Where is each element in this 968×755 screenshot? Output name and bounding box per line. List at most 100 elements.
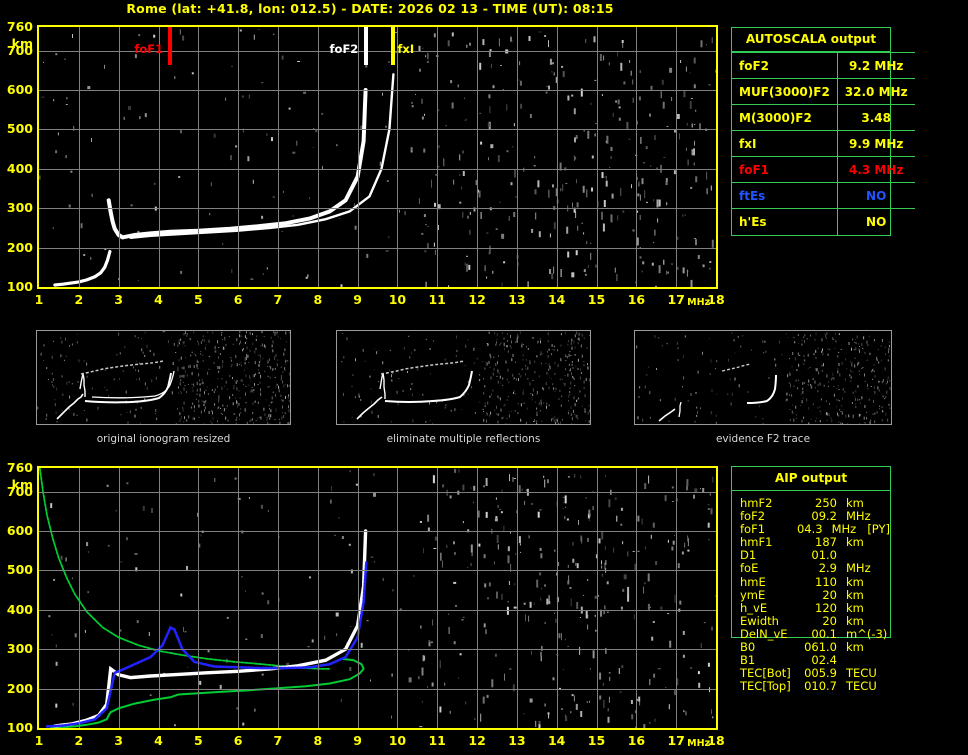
ionogram-plot-aip[interactable] (37, 466, 718, 730)
gridline-horizontal (39, 531, 716, 532)
y-tick-label: 760 (6, 19, 33, 34)
x-tick-label: 14 (547, 733, 566, 748)
aip-unit: TECU (846, 679, 877, 694)
aip-key: hmF1 (740, 535, 773, 550)
x-tick-label: 3 (114, 733, 123, 748)
aip-unit: km (846, 600, 864, 615)
aip-row: foE 2.9 MHz (740, 562, 890, 575)
trace-f2-extraordinary-trace (129, 73, 395, 239)
gridline-vertical (477, 468, 479, 728)
ionogram-plot-autoscala[interactable]: foF1 foF2 fxI (37, 25, 718, 289)
aip-row: hmE 110 km (740, 574, 890, 589)
gridline-horizontal (39, 491, 716, 493)
x-tick-label: 4 (154, 733, 163, 748)
autoscala-value: 9.9 MHz (837, 130, 915, 157)
page-title: Rome (lat: +41.8, lon: 012.5) - DATE: 20… (126, 1, 614, 16)
aip-value: 061.0 (804, 640, 837, 655)
aip-key: TEC[Bot] (740, 666, 791, 681)
aip-output-panel: AIP output hmF2 250 km foF2 09.2 MHz foF1 04.3 M… (731, 466, 891, 693)
marker-label-fof1: foF1 (134, 42, 164, 56)
aip-row: ymE 20 km (740, 587, 890, 602)
aip-unit: TECU (846, 666, 877, 681)
aip-key: hmE (740, 574, 766, 589)
y-tick-label: 100 (6, 720, 33, 735)
autoscala-value: 32.0 MHz (837, 78, 915, 105)
gridline-vertical (397, 27, 399, 287)
x-tick-label: 8 (313, 292, 323, 307)
gridline-vertical (397, 468, 399, 728)
aip-key: foF1 (740, 522, 766, 537)
marker-bar-fof1 (168, 27, 173, 65)
aip-value: 250 (815, 496, 837, 510)
aip-row: TEC[Bot] 005.9 TECU (740, 667, 890, 680)
aip-row: B0 061.0 km (740, 640, 890, 655)
aip-key: ymE (740, 587, 766, 602)
x-tick-label: 17 (667, 733, 685, 748)
gridline-vertical (437, 27, 439, 287)
aip-unit: km (846, 535, 864, 550)
table-row: fxI 9.9 MHz (732, 130, 915, 157)
trace-electron-density-profile-upper (39, 468, 331, 670)
x-tick-label: 2 (74, 733, 84, 748)
aip-key: foE (740, 561, 759, 576)
autoscala-key: M(3000)F2 (732, 104, 838, 131)
x-tick-label: 15 (587, 292, 606, 307)
aip-value: 09.2 (811, 509, 837, 524)
gridline-vertical (317, 27, 319, 287)
aip-unit: km (846, 587, 864, 602)
thumbnail-evidence-f2-trace[interactable] (634, 330, 892, 425)
x-tick-label: 3 (114, 292, 123, 307)
x-tick-label: 13 (508, 733, 526, 748)
x-tick-label: 15 (587, 733, 606, 748)
y-axis-unit-label: km (11, 36, 33, 51)
autoscala-key: h'Es (732, 208, 838, 235)
aip-row: foF1 04.3 MHz [PY] (740, 523, 890, 536)
table-row: foF1 4.3 MHz (732, 156, 915, 183)
thumbnail-original-ionogram[interactable] (36, 330, 291, 425)
aip-value: 010.7 (804, 679, 837, 694)
y-tick-label: 500 (6, 121, 33, 137)
x-tick-label: 1 (34, 733, 44, 748)
thumbnail-1-image (341, 331, 590, 424)
aip-rows: hmF2 250 km foF2 09.2 MHz foF1 04.3 MHz [PY] hmF1 1… (732, 491, 890, 693)
aip-unit: MHz (846, 509, 871, 524)
autoscala-key: MUF(3000)F2 (732, 78, 838, 105)
aip-row: h_vE 120 km (740, 600, 890, 615)
gridline-vertical (78, 468, 80, 728)
gridline-vertical (556, 27, 558, 287)
autoscala-key: ftEs (732, 182, 838, 209)
gridline-vertical (636, 468, 638, 728)
gridline-vertical (158, 27, 160, 287)
autoscala-value: NO (837, 182, 915, 209)
aip-unit: MHz (846, 561, 871, 576)
aip-unit: km (846, 613, 864, 628)
gridline-horizontal (39, 168, 716, 170)
autoscala-table: foF2 9.2 MHz MUF(3000)F2 32.0 MHz M(3000)F2 3… (732, 52, 915, 235)
aip-unit: km (846, 574, 864, 589)
marker-label-fof2: foF2 (329, 42, 359, 56)
x-tick-label: 18 (707, 292, 725, 307)
thumbnail-eliminate-multiple-reflections[interactable] (336, 330, 591, 425)
table-row: h'Es NO (732, 208, 915, 235)
gridline-vertical (277, 468, 279, 728)
marker-bar-fxi (391, 27, 396, 65)
y-tick-label: 600 (6, 82, 33, 97)
x-tick-label: 11 (428, 733, 446, 748)
gridline-horizontal (39, 570, 716, 572)
x-tick-label: 12 (468, 733, 486, 748)
thumbnail-0-image (37, 331, 290, 424)
gridline-vertical (357, 468, 359, 728)
trace-modelled (45, 561, 368, 728)
gridline-vertical (238, 468, 240, 728)
gridline-horizontal (39, 247, 716, 249)
aip-unit: m^(-3) (846, 626, 888, 641)
x-tick-label: 17 (667, 292, 685, 307)
aip-key: D1 (740, 548, 757, 563)
gridline-horizontal (39, 208, 716, 210)
trace-electron-density-profile-lower (49, 657, 365, 728)
aip-key: B1 (740, 653, 756, 668)
gridline-vertical (238, 27, 240, 287)
aip-value: 005.9 (804, 666, 837, 681)
gridline-vertical (596, 27, 598, 287)
